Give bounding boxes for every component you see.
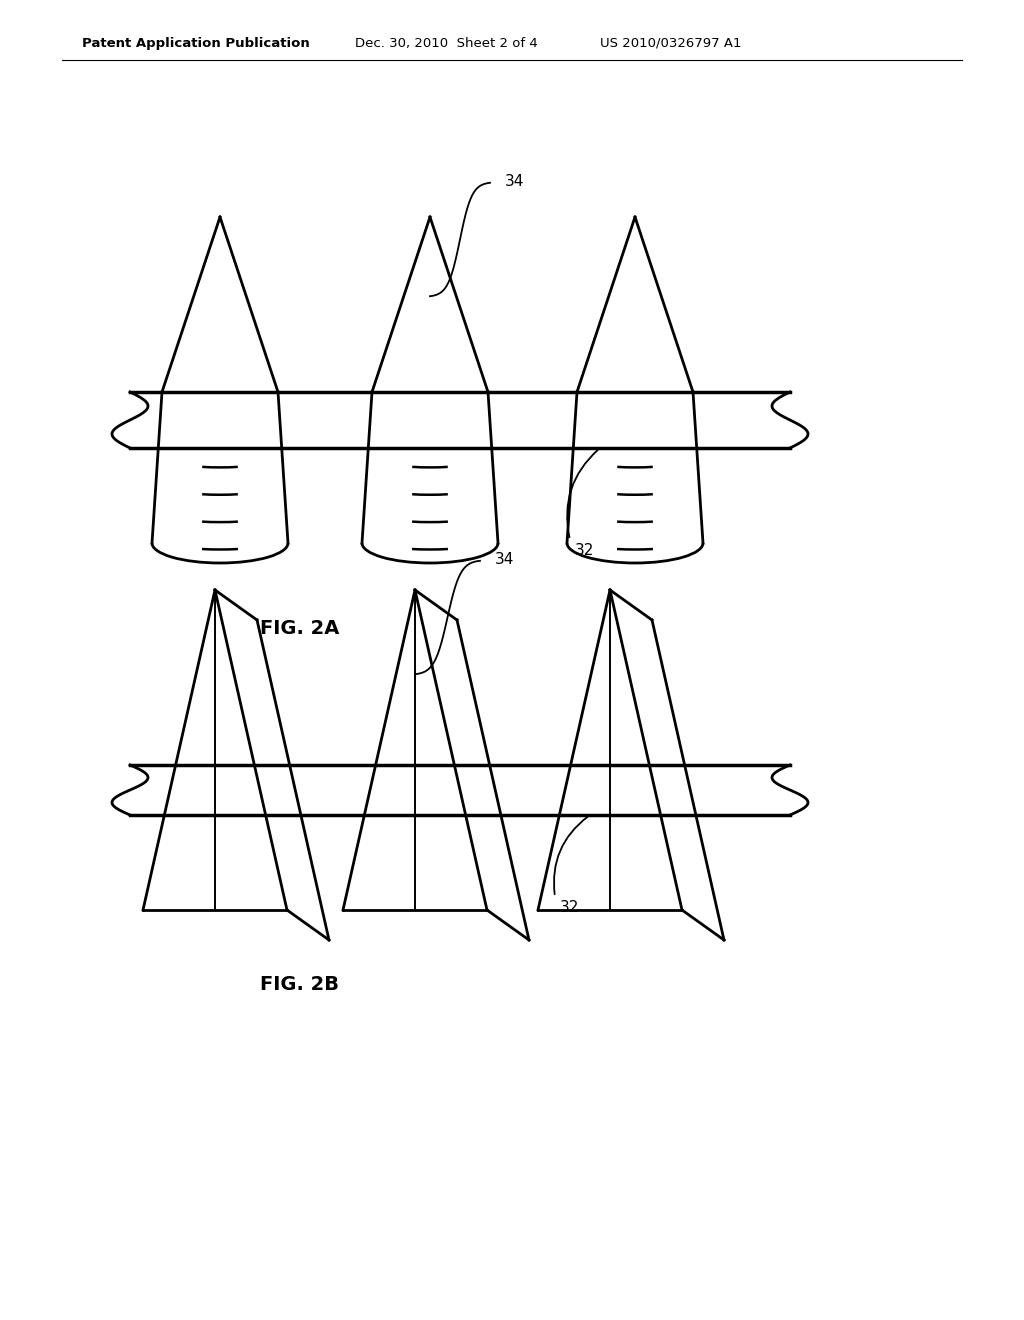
Text: 32: 32 bbox=[575, 543, 594, 558]
Text: FIG. 2B: FIG. 2B bbox=[260, 975, 340, 994]
Text: 32: 32 bbox=[560, 900, 580, 915]
Text: 34: 34 bbox=[495, 553, 514, 568]
Text: US 2010/0326797 A1: US 2010/0326797 A1 bbox=[600, 37, 741, 50]
Text: FIG. 2A: FIG. 2A bbox=[260, 619, 340, 638]
Text: Patent Application Publication: Patent Application Publication bbox=[82, 37, 309, 50]
Text: 34: 34 bbox=[505, 174, 524, 190]
Text: Dec. 30, 2010  Sheet 2 of 4: Dec. 30, 2010 Sheet 2 of 4 bbox=[355, 37, 538, 50]
